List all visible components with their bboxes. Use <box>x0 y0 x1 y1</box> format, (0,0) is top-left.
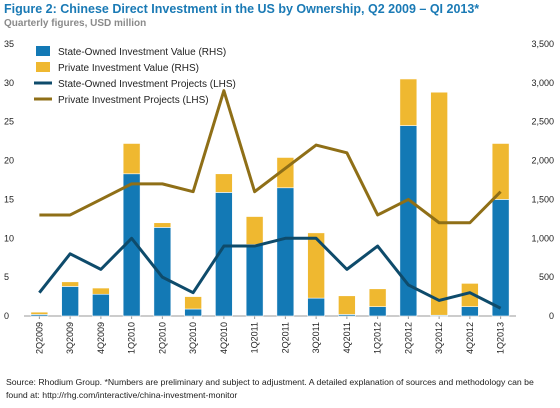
x-axis-tick-label: 1Q2013 <box>496 322 506 354</box>
private-value-bar <box>122 143 141 175</box>
x-axis-tick-label: 3Q2009 <box>65 322 75 354</box>
left-axis-tick-label: 10 <box>4 233 14 243</box>
source-text: Source: Rhodium Group. *Numbers are prel… <box>6 377 534 400</box>
chart-legend: State-Owned Investment Value (RHS) Privat… <box>34 46 236 106</box>
state-owned-projects-line <box>38 236 502 310</box>
right-axis-tick-label: 2,500 <box>531 117 554 127</box>
private-value-bar <box>153 222 172 228</box>
private-value-bar <box>184 296 202 310</box>
private-value-bar <box>399 78 418 126</box>
left-axis-tick-label: 5 <box>4 272 9 282</box>
legend-label: State-Owned Investment Value (RHS) <box>58 47 226 58</box>
left-axis-tick-label: 15 <box>4 194 14 204</box>
right-axis-tick-label: 3,500 <box>531 39 554 49</box>
x-axis-tick-label: 4Q2009 <box>96 322 106 354</box>
x-axis-tick-label: 2Q2010 <box>157 322 167 354</box>
private-projects-line <box>39 89 502 225</box>
private-value-bar <box>338 295 356 315</box>
source-note: Source: Rhodium Group. *Numbers are prel… <box>6 376 554 402</box>
x-axis-tick-label: 1Q2011 <box>250 322 260 353</box>
x-axis-tick-label: 1Q2012 <box>373 322 383 354</box>
right-axis-tick-label: 0 <box>549 311 554 321</box>
chart-bars <box>30 78 510 317</box>
x-axis-tick-label: 1Q2010 <box>127 322 137 354</box>
right-axis-tick-label: 3,000 <box>531 78 554 88</box>
private-value-bar <box>92 287 110 295</box>
x-axis-tick-label: 2Q2012 <box>403 322 413 354</box>
x-axis-tick-label: 3Q2010 <box>188 322 198 354</box>
state-owned-value-bar <box>461 306 479 317</box>
investment-chart: 0 5 10 15 20 25 30 35 0 500 1,000 1,500 2,000 2,500 3,… <box>4 39 554 354</box>
x-axis-tick-label: 4Q2011 <box>342 322 352 353</box>
x-axis-tick-label: 4Q2010 <box>219 322 229 354</box>
state-owned-value-bar <box>245 244 264 317</box>
state-owned-value-bar <box>307 297 325 317</box>
right-axis-tick-label: 1,000 <box>531 233 554 243</box>
private-value-bar <box>307 232 325 299</box>
legend-label: State-Owned Investment Projects (LHS) <box>58 79 236 90</box>
legend-label: Private Investment Projects (LHS) <box>58 95 209 106</box>
state-owned-value-bar <box>61 286 79 317</box>
state-owned-value-bar <box>491 199 510 317</box>
chart-lines <box>38 89 502 310</box>
x-axis-tick-label: 3Q2012 <box>434 322 444 354</box>
state-owned-value-bar <box>368 306 387 317</box>
left-axis-tick-label: 25 <box>4 117 14 127</box>
right-axis-tick-label: 1,500 <box>531 194 554 204</box>
source-link[interactable]: http://rhg.com/interactive/china-investm… <box>42 390 238 400</box>
private-value-bar <box>491 143 510 200</box>
legend-swatch <box>36 46 50 56</box>
right-axis-tick-label: 2,000 <box>531 156 554 166</box>
left-axis-tick-label: 30 <box>4 78 14 88</box>
x-axis-tick-label: 4Q2012 <box>465 322 475 354</box>
private-value-bar <box>368 288 387 307</box>
private-value-bar <box>430 91 448 316</box>
left-axis-tick-label: 35 <box>4 39 14 49</box>
private-value-bar <box>30 311 49 315</box>
private-value-bar <box>215 173 233 193</box>
state-owned-value-bar <box>276 187 295 317</box>
x-axis-tick-label: 2Q2011 <box>280 322 290 353</box>
state-owned-value-bar <box>92 293 110 317</box>
legend-label: Private Investment Value (RHS) <box>58 63 199 74</box>
private-value-bar <box>61 281 79 287</box>
chart-axes: 0 5 10 15 20 25 30 35 0 500 1,000 1,500 2,000 2,500 3,… <box>4 39 554 354</box>
legend-swatch <box>36 62 50 72</box>
x-axis-tick-label: 2Q2009 <box>34 322 44 354</box>
right-axis-tick-label: 500 <box>539 272 554 282</box>
figure-title: Figure 2: Chinese Direct Investment in t… <box>4 2 480 16</box>
figure-subtitle: Quarterly figures, USD million <box>4 18 147 29</box>
private-value-bar <box>245 216 264 245</box>
left-axis-tick-label: 0 <box>4 311 9 321</box>
left-axis-tick-label: 20 <box>4 156 14 166</box>
x-axis-tick-label: 3Q2011 <box>311 322 321 353</box>
state-owned-value-bar <box>184 308 202 317</box>
